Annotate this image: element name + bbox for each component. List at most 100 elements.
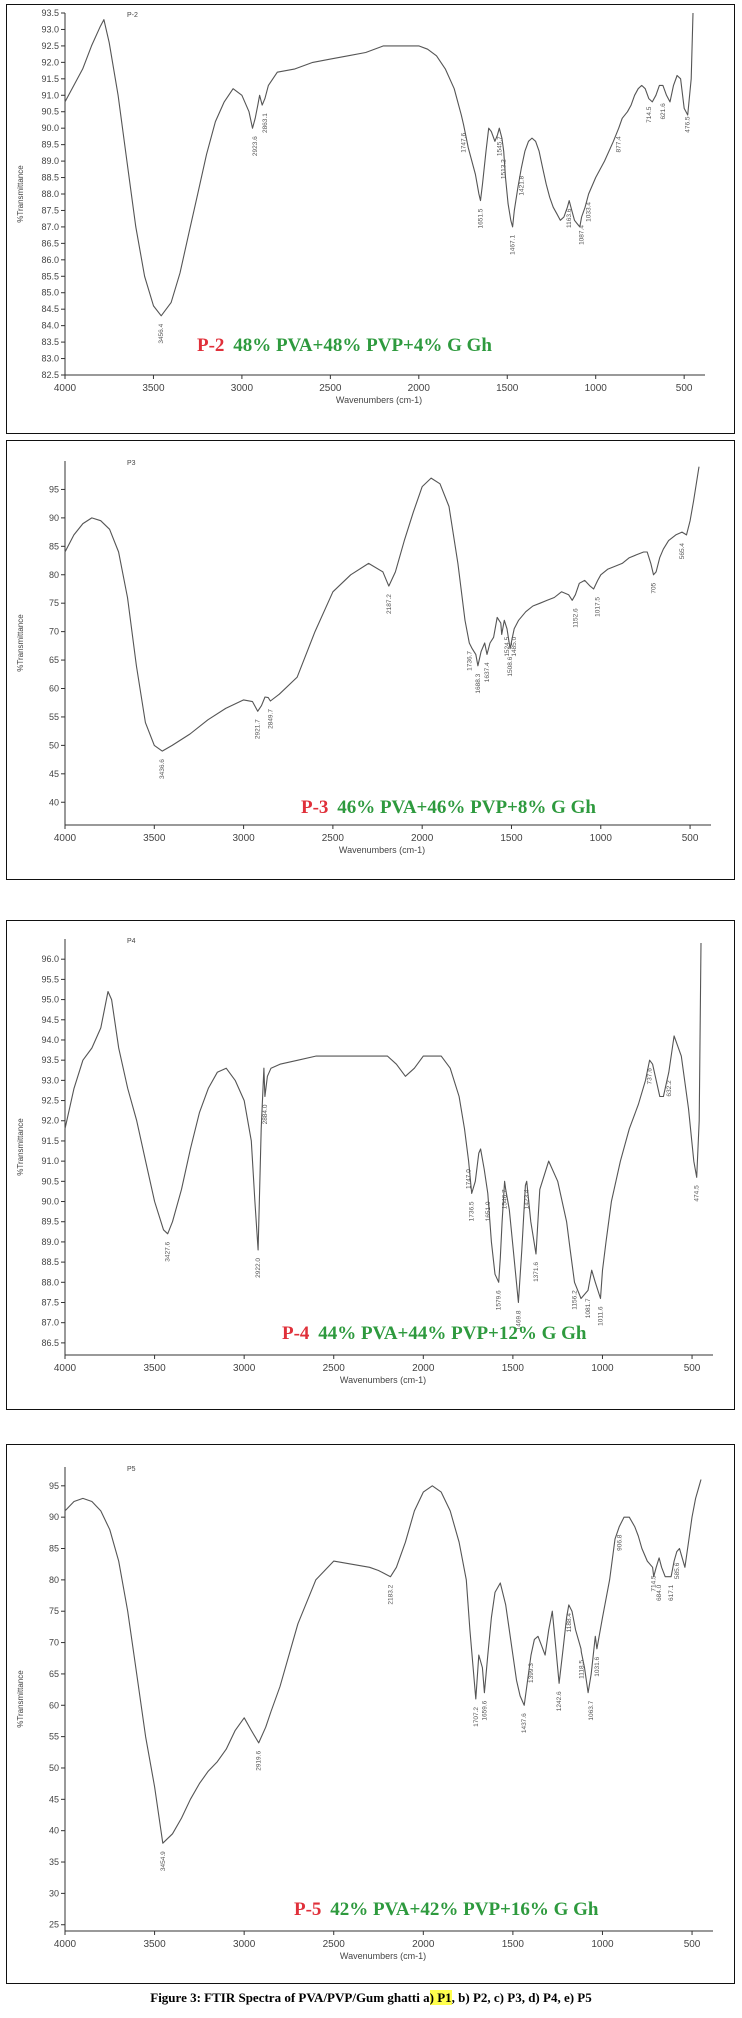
peak-label: 1524.5	[504, 636, 511, 656]
y-tick-label: 92.5	[41, 1096, 59, 1106]
y-tick-label: 85	[49, 1544, 59, 1554]
y-tick-label: 65	[49, 655, 59, 665]
y-tick-label: 89.5	[41, 140, 59, 150]
x-tick-label: 1500	[502, 1939, 525, 1950]
y-tick-label: 60	[49, 1700, 59, 1710]
y-tick-label: 40	[49, 797, 59, 807]
peak-label: 565.4	[679, 543, 686, 560]
y-tick-label: 88.0	[41, 1277, 59, 1287]
x-tick-label: 2000	[412, 1363, 435, 1374]
sample-composition: 48% PVA+48% PVP+4% G Gh	[233, 335, 492, 356]
peak-label: 1651.5	[478, 208, 485, 228]
x-axis-label: Wavenumbers (cm-1)	[336, 395, 422, 405]
peak-label: 1637.4	[484, 662, 491, 682]
ftir-chart-p2: 82.5 83.0 83.5 84.0 84.5 85.0 85.5 86.0 86.5 87.0…	[16, 8, 705, 405]
x-tick-label: 2500	[319, 383, 342, 394]
peak-label: 1545.7	[496, 136, 503, 156]
peak-label: 1242.6	[556, 1691, 563, 1711]
x-tick-label: 500	[676, 383, 693, 394]
ftir-chart-p4: 86.5 87.0 87.5 88.0 88.5 89.0 89.5 90.0 90.5 91.0…	[16, 938, 713, 1385]
peak-label: 632.2	[666, 1080, 673, 1097]
y-tick-label: 89.0	[41, 156, 59, 166]
y-tick-label: 45	[49, 769, 59, 779]
y-tick-label: 95	[49, 484, 59, 494]
y-tick-label: 84.0	[41, 321, 59, 331]
corner-label: P4	[127, 938, 136, 945]
peak-label: 714.5	[651, 1575, 658, 1592]
x-tick-label: 500	[684, 1939, 701, 1950]
peak-label: 1469.8	[515, 1310, 522, 1330]
peak-label: 3427.6	[165, 1241, 172, 1261]
ftir-chart-p3: 40 45 50 55 60 65 70 75 80 85 90 95 4000 3500 3000 2500…	[16, 460, 711, 855]
caption-prefix: Figure 3: FTIR Spectra of PVA/PVP/Gum gh…	[150, 1990, 430, 2005]
y-tick-label: 89.0	[41, 1237, 59, 1247]
y-tick-label: 93.0	[41, 24, 59, 34]
y-tick-label: 90.5	[41, 1176, 59, 1186]
peak-label: 1579.6	[496, 1290, 503, 1310]
figure-caption: Figure 3: FTIR Spectra of PVA/PVP/Gum gh…	[0, 1990, 742, 2006]
y-tick-label: 90.0	[41, 1197, 59, 1207]
peak-label: 1033.4	[586, 202, 593, 222]
spectrum-line	[64, 12, 694, 317]
y-tick-label: 91.0	[41, 1156, 59, 1166]
sample-id: P-2	[197, 335, 229, 356]
sample-composition: 46% PVA+46% PVP+8% G Gh	[337, 797, 596, 818]
peak-label: 1707.2	[473, 1707, 480, 1727]
peak-label: 1371.6	[533, 1262, 540, 1282]
x-tick-label: 1000	[585, 383, 608, 394]
y-tick-label: 60	[49, 684, 59, 694]
y-tick-label: 85.5	[41, 271, 59, 281]
y-tick-label: 87.0	[41, 1318, 59, 1328]
x-tick-label: 3500	[143, 1939, 166, 1950]
y-tick-label: 89.5	[41, 1217, 59, 1227]
peak-label: 1747.0	[466, 1169, 473, 1189]
corner-label: P3	[127, 460, 136, 467]
y-tick-label: 40	[49, 1826, 59, 1836]
y-tick-label: 90.5	[41, 107, 59, 117]
peak-label: 1152.6	[572, 608, 579, 628]
x-tick-label: 4000	[54, 383, 77, 394]
y-tick-label: 50	[49, 1763, 59, 1773]
y-tick-label: 80	[49, 570, 59, 580]
peak-label: 617.1	[668, 1584, 675, 1601]
y-tick-label: 91.0	[41, 90, 59, 100]
x-tick-label: 500	[684, 1363, 701, 1374]
y-tick-label: 93.5	[41, 1055, 59, 1065]
sample-id: P-3	[301, 797, 333, 818]
y-tick-label: 65	[49, 1669, 59, 1679]
y-tick-label: 85.0	[41, 288, 59, 298]
y-tick-label: 95.0	[41, 995, 59, 1005]
y-tick-label: 92.0	[41, 57, 59, 67]
y-tick-label: 70	[49, 627, 59, 637]
peak-label: 1188.4	[566, 1613, 573, 1633]
sample-composition: 44% PVA+44% PVP+12% G Gh	[318, 1323, 587, 1344]
peak-label: 3436.6	[159, 759, 166, 779]
y-tick-label: 91.5	[41, 74, 59, 84]
spectrum-line	[64, 466, 700, 752]
peak-label: 1087.4	[579, 225, 586, 245]
y-tick-label: 93.0	[41, 1075, 59, 1085]
y-axis-label: %Transmittance	[16, 165, 25, 223]
peak-label: 1688.3	[475, 673, 482, 693]
y-tick-label: 35	[49, 1857, 59, 1867]
y-tick-label: 70	[49, 1638, 59, 1648]
peak-label: 2863.1	[262, 113, 269, 133]
y-tick-label: 95.5	[41, 974, 59, 984]
x-tick-label: 3000	[232, 833, 255, 844]
peak-label: 1736.5	[469, 1201, 476, 1221]
peak-label: 2923.6	[252, 136, 259, 156]
x-tick-label: 1500	[502, 1363, 525, 1374]
y-tick-label: 95	[49, 1481, 59, 1491]
peak-label: 2849.7	[267, 709, 274, 729]
y-tick-label: 87.5	[41, 1297, 59, 1307]
y-tick-label: 80	[49, 1575, 59, 1585]
y-axis-label: %Transmittance	[16, 614, 25, 672]
ftir-chart-p5: 25 30 35 40 45 50 55 60 65 70 75 80 85 90 95 4000 3500 30…	[16, 1466, 713, 1961]
peak-label: 737.6	[647, 1068, 654, 1085]
sample-id: P-4	[282, 1323, 314, 1344]
x-tick-label: 3500	[143, 1363, 166, 1374]
y-tick-label: 90	[49, 1512, 59, 1522]
peak-label: 714.5	[646, 106, 653, 123]
peak-label: 1508.6	[507, 656, 514, 676]
y-tick-label: 91.5	[41, 1136, 59, 1146]
